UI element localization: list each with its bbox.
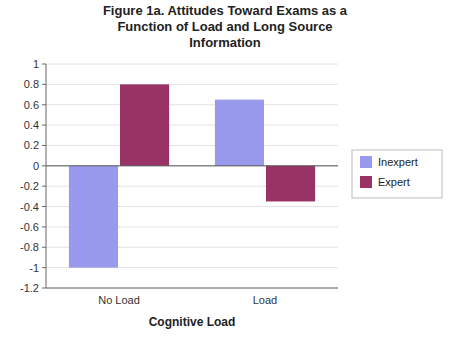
- bar: [266, 166, 315, 202]
- y-tick-label: -1.2: [20, 282, 39, 294]
- chart-container: Figure 1a. Attitudes Toward Exams as aFu…: [0, 0, 450, 338]
- bar: [215, 100, 264, 166]
- grid-line: [46, 125, 338, 126]
- y-tick: [42, 186, 46, 187]
- y-tick-label: -0.2: [20, 180, 39, 192]
- y-tick-label: 0.8: [24, 78, 39, 90]
- y-tick-label: -0.6: [20, 221, 39, 233]
- y-tick-label: -0.4: [20, 201, 39, 213]
- y-tick: [42, 267, 46, 268]
- y-tick-label: -0.8: [20, 241, 39, 253]
- y-tick: [42, 125, 46, 126]
- legend-frame: [352, 150, 442, 198]
- y-tick-label: 0.4: [24, 119, 39, 131]
- y-tick-label: 1: [33, 58, 39, 70]
- y-tick-label: -1: [29, 262, 39, 274]
- grid-line: [46, 104, 338, 105]
- y-tick-label: 0: [33, 160, 39, 172]
- bar: [69, 166, 118, 268]
- y-tick: [42, 145, 46, 146]
- bar: [120, 84, 169, 165]
- legend-label: Inexpert: [378, 156, 418, 168]
- grid-line: [46, 288, 338, 289]
- y-tick: [42, 247, 46, 248]
- title: Figure 1a. Attitudes Toward Exams as aFu…: [103, 3, 348, 50]
- grid-line: [46, 84, 338, 85]
- x-axis-label: Cognitive Load: [149, 315, 236, 329]
- y-tick: [42, 64, 46, 65]
- y-tick: [42, 206, 46, 207]
- grid-line: [46, 165, 338, 166]
- y-tick: [42, 226, 46, 227]
- y-tick-label: 0.2: [24, 139, 39, 151]
- legend-label: Expert: [378, 176, 410, 188]
- grid-line: [46, 64, 338, 65]
- y-tick-label: 0.6: [24, 99, 39, 111]
- y-tick: [42, 288, 46, 289]
- y-axis: [46, 64, 47, 288]
- x-axis: [46, 288, 338, 289]
- zero-line: [46, 165, 338, 166]
- legend-swatch: [360, 176, 372, 188]
- y-tick: [42, 104, 46, 105]
- x-tick-label: No Load: [98, 294, 140, 306]
- title-line: Function of Load and Long Source: [117, 19, 332, 34]
- x-tick-label: Load: [253, 294, 277, 306]
- legend: Inexpert Expert: [352, 150, 442, 198]
- grid-line: [46, 145, 338, 146]
- legend-swatch: [360, 156, 372, 168]
- bars: [69, 84, 315, 267]
- grid: [46, 64, 338, 288]
- y-tick: [42, 84, 46, 85]
- chart: Figure 1a. Attitudes Toward Exams as aFu…: [0, 0, 450, 338]
- y-tick: [42, 165, 46, 166]
- title-line: Figure 1a. Attitudes Toward Exams as a: [103, 3, 348, 18]
- title-line: Information: [189, 35, 261, 50]
